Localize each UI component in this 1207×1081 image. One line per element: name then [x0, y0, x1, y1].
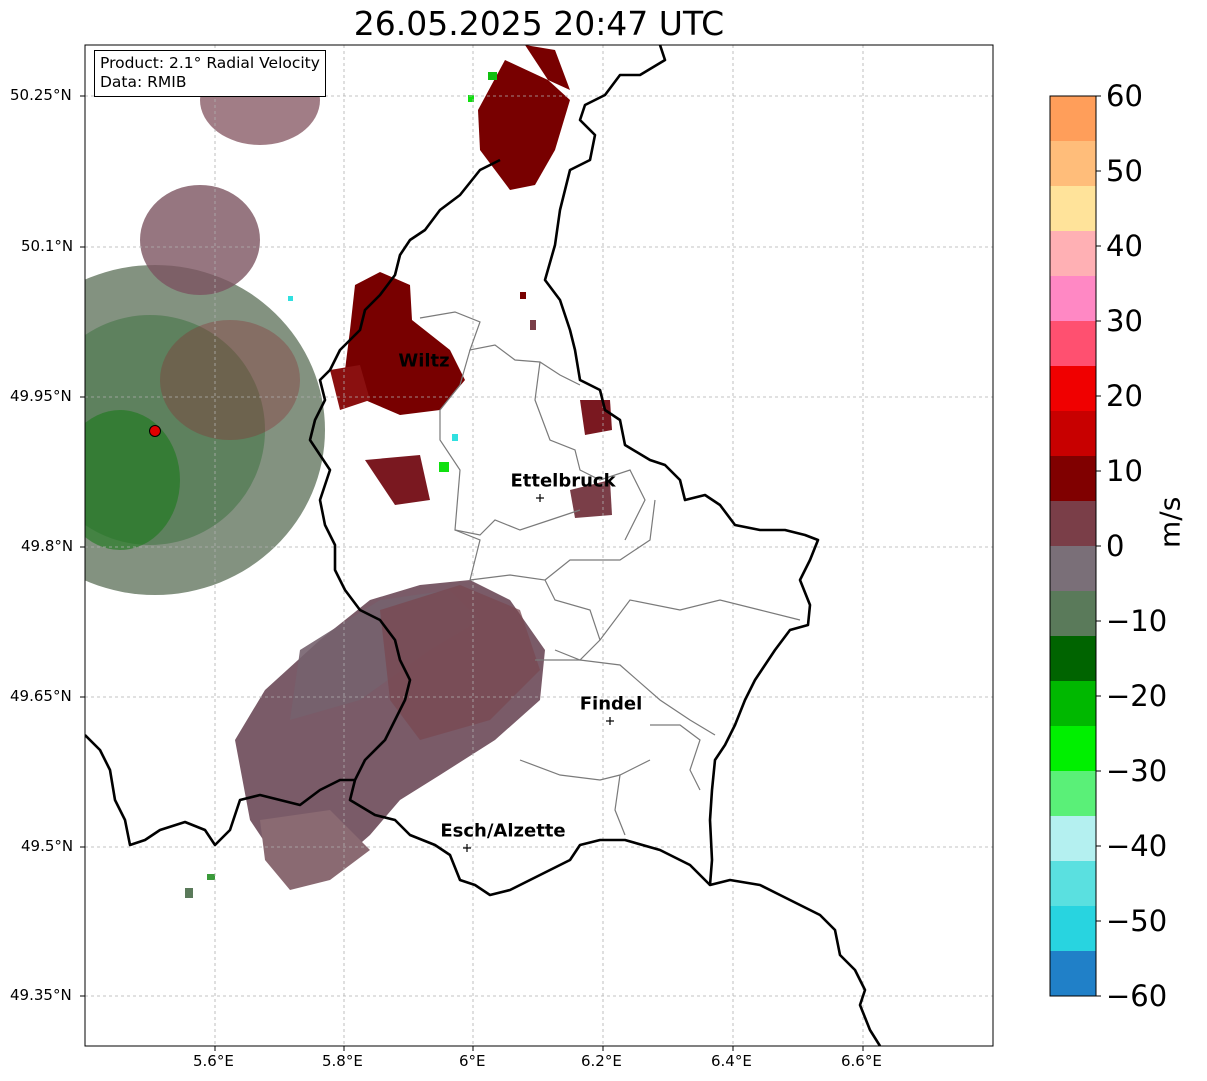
radar-site-marker	[149, 425, 161, 437]
lon-tick-label: 6.4°E	[711, 1052, 752, 1070]
colorbar-segment	[1050, 96, 1096, 142]
lat-tick-label: 49.5°N	[21, 837, 74, 855]
colorbar-tick-label: 50	[1106, 154, 1143, 188]
colorbar-segment	[1050, 501, 1096, 547]
colorbar-segment	[1050, 141, 1096, 187]
city-markers	[463, 494, 614, 852]
echo-wiltz-cell	[345, 272, 465, 415]
colorbar-segment	[1050, 681, 1096, 727]
colorbar-segment	[1050, 906, 1096, 952]
city-label-ettelbruck: Ettelbruck	[510, 470, 616, 492]
colorbar-unit-label: m/s	[1153, 496, 1187, 548]
colorbar-tick-label: −20	[1106, 679, 1168, 713]
colorbar-tick-label: −50	[1106, 904, 1168, 938]
map-grid	[85, 45, 993, 1046]
map-title: 26.05.2025 20:47 UTC	[353, 4, 725, 43]
colorbar-tick-label: −30	[1106, 754, 1168, 788]
lon-tick-label: 6°E	[459, 1052, 486, 1070]
colorbar-segment	[1050, 456, 1096, 502]
echo-layer	[85, 45, 612, 898]
colorbar-tick-label: −40	[1106, 829, 1168, 863]
lat-tick-label: 49.35°N	[10, 986, 72, 1004]
colorbar-segment	[1050, 951, 1096, 997]
colorbar-segment	[1050, 816, 1096, 862]
colorbar-segment	[1050, 411, 1096, 457]
colorbar-segment	[1050, 771, 1096, 817]
canton-borders	[419, 311, 801, 836]
colorbar-tick-label: 30	[1106, 304, 1143, 338]
colorbar-tick-label: 20	[1106, 379, 1143, 413]
lat-tick-label: 50.25°N	[10, 86, 72, 104]
colorbar-segment	[1050, 186, 1096, 232]
info-data-source: Data: RMIB	[100, 73, 187, 91]
colorbar-segment	[1050, 726, 1096, 772]
colorbar-segment	[1050, 321, 1096, 367]
echo-north-cell	[478, 60, 570, 190]
colorbar-segment	[1050, 861, 1096, 907]
lon-tick-label: 5.8°E	[322, 1052, 363, 1070]
city-label-wiltz: Wiltz	[398, 350, 450, 372]
colorbar	[1050, 95, 1101, 997]
colorbar-segment	[1050, 366, 1096, 412]
colorbar-tick-label: −60	[1106, 979, 1168, 1013]
lat-tick-label: 50.1°N	[21, 237, 74, 255]
colorbar-tick-label: 40	[1106, 229, 1143, 263]
colorbar-frame	[1049, 95, 1097, 997]
colorbar-segment	[1050, 636, 1096, 682]
lon-tick-label: 5.6°E	[193, 1052, 234, 1070]
info-box: Product: 2.1° Radial Velocity Data: RMIB	[94, 50, 326, 97]
colorbar-tick-label: 10	[1106, 454, 1143, 488]
lon-tick-label: 6.6°E	[841, 1052, 882, 1070]
lat-tick-label: 49.95°N	[10, 387, 72, 405]
lon-tick-label: 6.2°E	[581, 1052, 622, 1070]
city-label-esch-alzette: Esch/Alzette	[440, 820, 566, 842]
colorbar-segment	[1050, 276, 1096, 322]
city-label-findel: Findel	[579, 693, 643, 715]
colorbar-tick-label: 0	[1106, 529, 1125, 563]
national-borders	[85, 45, 882, 1046]
map-axes-frame	[84, 44, 994, 1047]
colorbar-segment	[1050, 231, 1096, 277]
colorbar-tick-label: −10	[1106, 604, 1168, 638]
lat-tick-label: 49.8°N	[21, 537, 74, 555]
info-product: Product: 2.1° Radial Velocity	[100, 54, 320, 72]
colorbar-segment	[1050, 546, 1096, 592]
colorbar-tick-label: 60	[1106, 79, 1143, 113]
lat-tick-label: 49.65°N	[10, 687, 72, 705]
colorbar-segment	[1050, 591, 1096, 637]
